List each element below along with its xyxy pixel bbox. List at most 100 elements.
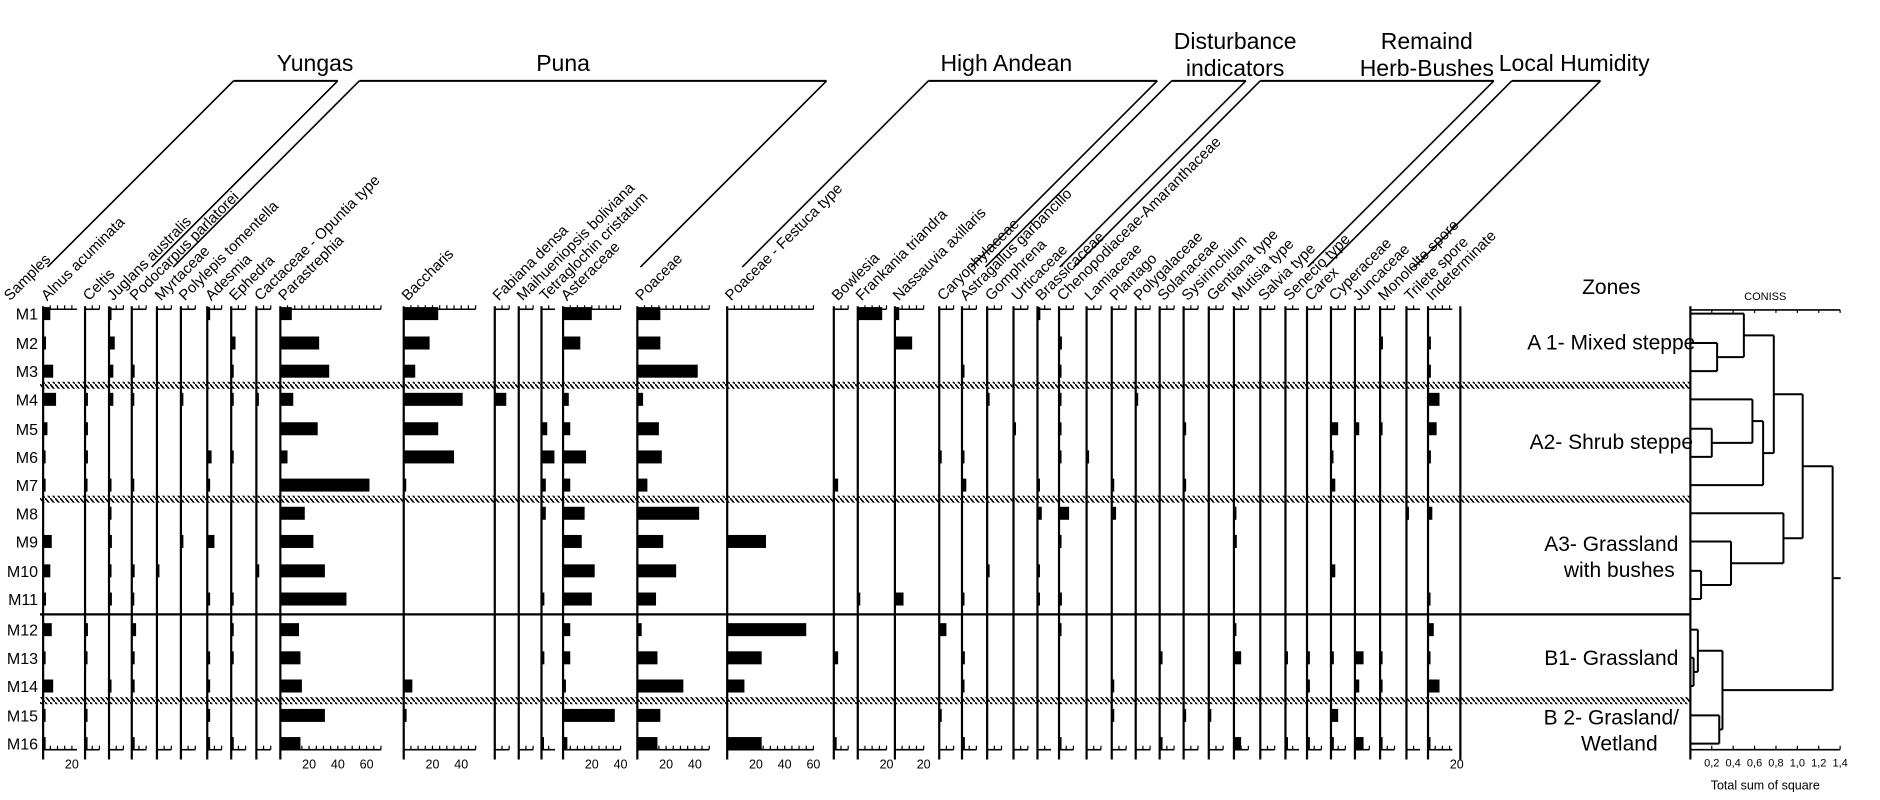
group-bracket-left xyxy=(984,80,1173,268)
group-bracket-left xyxy=(1073,80,1261,268)
bar xyxy=(1428,623,1434,637)
bar xyxy=(280,679,302,693)
bar xyxy=(939,708,942,722)
zone-label-line: Wetland xyxy=(1581,732,1658,755)
bar xyxy=(403,478,407,492)
bar xyxy=(131,651,135,665)
bar xyxy=(231,592,234,606)
bar xyxy=(231,450,234,464)
bar xyxy=(109,564,112,578)
group-title-line: Disturbance xyxy=(1174,28,1297,54)
group-title-line: Herb-Bushes xyxy=(1360,55,1494,81)
bar xyxy=(563,506,585,520)
bar xyxy=(43,450,46,464)
bars xyxy=(43,307,1440,751)
sample-label: M9 xyxy=(16,534,38,551)
bar xyxy=(961,679,965,693)
bar xyxy=(43,737,46,751)
bar xyxy=(1330,651,1334,665)
group-headers: Yungas Puna High Andean Disturbance indicato… xyxy=(46,28,1650,268)
bar xyxy=(637,422,659,436)
bar xyxy=(637,478,648,492)
bar xyxy=(1059,392,1062,406)
tick-label: 20 xyxy=(749,758,763,772)
sample-label: M1 xyxy=(16,307,38,324)
tick-label: 40 xyxy=(688,758,702,772)
bar xyxy=(1159,651,1163,665)
zone-boundaries xyxy=(40,381,1690,705)
bar xyxy=(563,534,582,548)
bar xyxy=(637,679,684,693)
sample-label: M5 xyxy=(16,422,38,439)
bar xyxy=(1059,592,1062,606)
bar xyxy=(541,737,544,751)
bar xyxy=(109,534,112,548)
bar xyxy=(280,651,301,665)
bar xyxy=(637,336,661,350)
group-title: Puna xyxy=(536,50,590,76)
bar xyxy=(403,392,463,406)
bar xyxy=(280,450,288,464)
bar xyxy=(541,422,548,436)
bar xyxy=(637,623,642,637)
coniss-tick-label: 0,6 xyxy=(1747,758,1762,770)
bar xyxy=(563,592,592,606)
bar xyxy=(1428,364,1431,378)
zone-label: A 1- Mixed steppe xyxy=(1527,331,1695,354)
bar xyxy=(1037,478,1040,492)
tick-label: 40 xyxy=(454,758,468,772)
taxon-label: Cactaceae - Opuntia type xyxy=(251,172,383,304)
bar xyxy=(563,651,571,665)
bar xyxy=(1183,422,1187,436)
bar xyxy=(637,506,700,520)
bar xyxy=(1111,679,1115,693)
bar xyxy=(1380,651,1383,665)
bar xyxy=(109,679,112,693)
bar xyxy=(43,623,52,637)
bar xyxy=(403,450,455,464)
bar xyxy=(280,392,294,406)
bar xyxy=(1059,364,1062,378)
taxon-label: Poaceae - Festuca type xyxy=(722,180,846,304)
bar xyxy=(857,592,861,606)
bar xyxy=(1208,708,1212,722)
bar xyxy=(43,478,46,492)
bar xyxy=(1330,478,1336,492)
zone-label: A2- Shrub steppe xyxy=(1530,431,1693,454)
bar xyxy=(727,534,767,548)
bar xyxy=(1159,737,1163,751)
bar xyxy=(1330,422,1339,436)
bar xyxy=(1059,534,1062,548)
bar xyxy=(1059,450,1062,464)
bar xyxy=(1285,737,1288,751)
bar xyxy=(563,708,615,722)
bar xyxy=(403,336,430,350)
bar xyxy=(1380,679,1383,693)
bar xyxy=(131,564,135,578)
bar xyxy=(1086,450,1090,464)
bar xyxy=(1330,564,1336,578)
bar xyxy=(85,450,88,464)
bar xyxy=(131,737,135,751)
sample-label: M2 xyxy=(16,336,38,353)
bar xyxy=(1059,422,1062,436)
bar xyxy=(85,623,88,637)
bar xyxy=(131,623,137,637)
bar xyxy=(131,478,135,492)
sample-label: M12 xyxy=(7,623,38,640)
group-title: Local Humidity xyxy=(1499,50,1650,76)
bar xyxy=(207,737,211,751)
bar xyxy=(894,336,913,350)
bar xyxy=(85,708,88,722)
sample-label: M7 xyxy=(16,478,38,495)
bar xyxy=(1428,422,1437,436)
bar xyxy=(1013,422,1017,436)
bar xyxy=(280,478,370,492)
bar xyxy=(563,478,571,492)
bar xyxy=(43,364,54,378)
tick-label: 20 xyxy=(659,758,673,772)
bar xyxy=(727,623,807,637)
bar xyxy=(156,564,160,578)
sample-label: M8 xyxy=(16,506,38,523)
bar xyxy=(109,336,115,350)
